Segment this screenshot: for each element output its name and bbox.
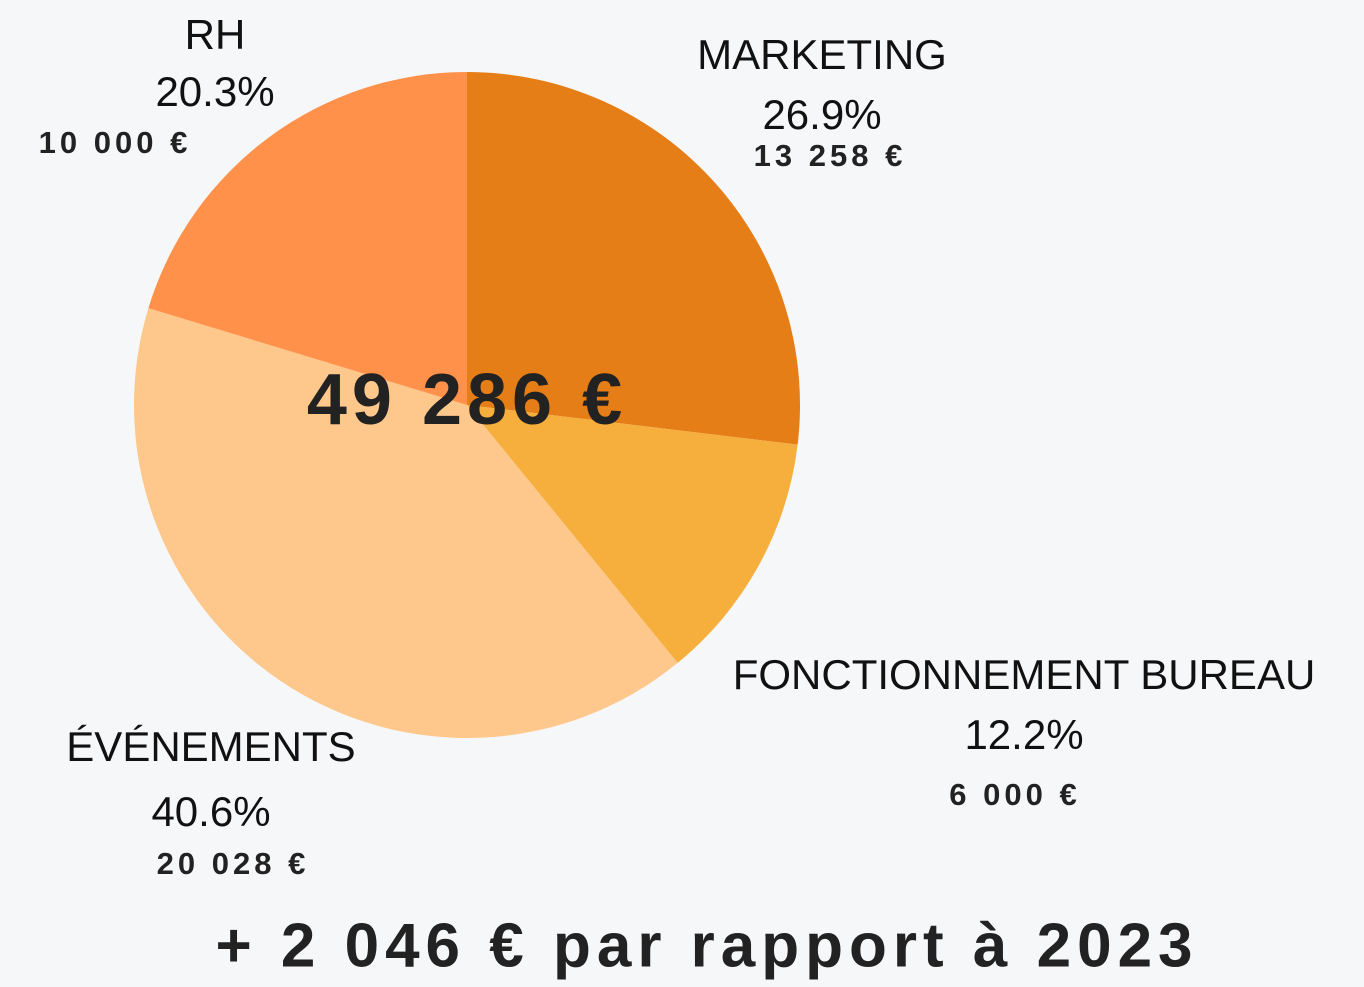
slice [467, 405, 798, 663]
slice-name: FONCTIONNEMENT BUREAU [733, 651, 1316, 698]
slice [133, 308, 678, 738]
slice-name: RH [185, 11, 246, 58]
total: 49 286 € [307, 360, 627, 440]
slice-name: ÉVÉNEMENTS [66, 723, 355, 770]
slice-amount: 20 028 € [157, 846, 310, 881]
slice [148, 72, 467, 405]
slice-name: MARKETING [697, 31, 947, 78]
slice [467, 72, 800, 445]
slice-percent: 12.2% [964, 711, 1083, 758]
slice-percent: 20.3% [155, 68, 274, 115]
pie [133, 72, 800, 738]
slice-percent: 40.6% [151, 788, 270, 835]
footer: + 2 046 € par rapport à 2023 [215, 911, 1198, 980]
slice-amount: 6 000 € [949, 777, 1080, 812]
slice-amount: 10 000 € [39, 125, 192, 160]
slice-percent: 26.9% [762, 91, 881, 138]
slice-amount: 13 258 € [754, 138, 907, 173]
